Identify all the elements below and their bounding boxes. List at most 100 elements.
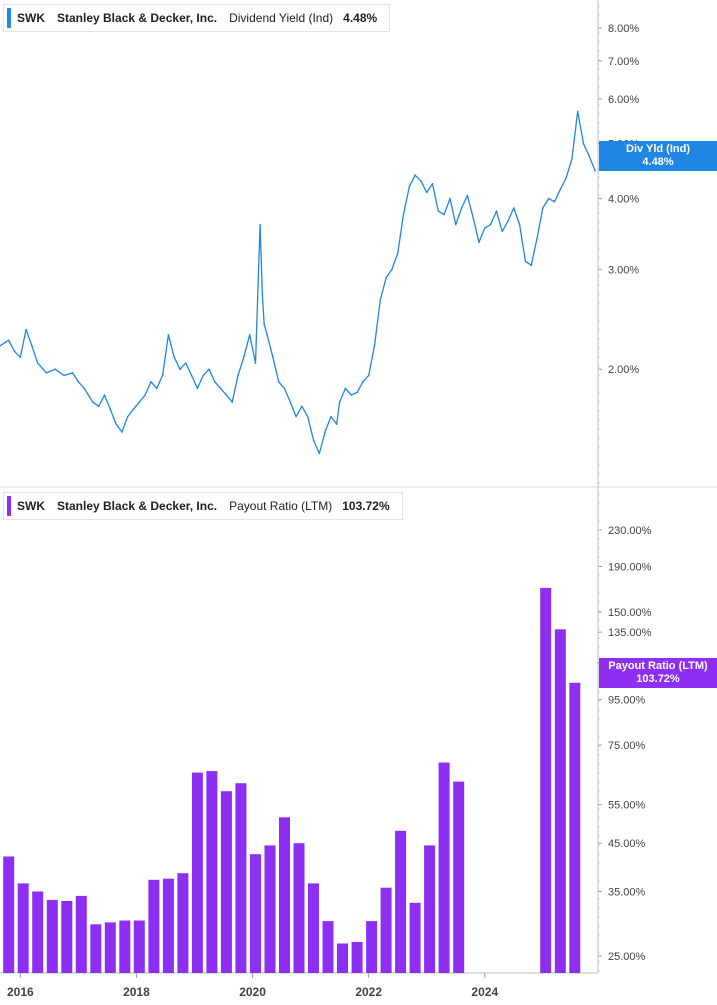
yield-point	[582, 142, 585, 145]
yield-point	[335, 423, 338, 425]
yield-point	[443, 213, 445, 216]
payout-bar	[366, 921, 378, 973]
payout-bar	[32, 891, 44, 973]
yield-legend-ticker: SWK	[17, 11, 45, 25]
yield-point	[138, 401, 141, 403]
yield-y-tick-label: 2.00%	[608, 364, 639, 376]
payout-y-tick-label: 45.00%	[608, 838, 646, 850]
yield-y-tick-label: 8.00%	[608, 23, 639, 35]
payout-y-tick-label: 190.00%	[608, 562, 652, 574]
yield-point	[466, 194, 469, 197]
payout-bar	[438, 762, 450, 973]
yield-point	[31, 344, 33, 347]
yield-point	[571, 158, 573, 160]
yield-point	[243, 356, 245, 359]
yield-point	[396, 252, 399, 255]
payout-legend-value: 103.72%	[342, 499, 390, 513]
yield-point	[121, 431, 123, 433]
yield-point	[530, 264, 533, 267]
yield-point	[259, 223, 261, 226]
payout-bar	[191, 772, 203, 973]
yield-point	[449, 197, 451, 200]
yield-point	[214, 381, 216, 383]
payout-bar	[75, 895, 87, 973]
payout-legend-metric: Payout Ratio (LTM)	[229, 499, 333, 513]
yield-point	[344, 387, 347, 390]
yield-point	[45, 372, 48, 374]
payout-bar	[90, 924, 102, 973]
payout-legend-swatch	[7, 496, 11, 516]
yield-point	[277, 381, 280, 383]
yield-y-tick-label: 4.00%	[608, 194, 639, 206]
yield-point	[261, 294, 264, 297]
yield-point	[431, 182, 434, 185]
x-tick-label: 2020	[239, 985, 266, 999]
yield-point	[495, 210, 498, 213]
yield-value-tag: Div Yld (Ind) 4.48%	[599, 141, 717, 171]
yield-point	[103, 394, 106, 396]
payout-legend-company: Stanley Black & Decker, Inc.	[57, 499, 218, 513]
yield-point	[454, 223, 457, 226]
yield-point	[306, 415, 309, 418]
payout-value-tag: Payout Ratio (LTM) 103.72%	[599, 658, 717, 688]
payout-bar	[119, 920, 131, 973]
yield-point	[7, 339, 10, 342]
yield-point	[507, 220, 509, 222]
payout-bar	[104, 922, 116, 973]
payout-bar	[235, 783, 247, 973]
yield-y-tick-label: 6.00%	[608, 94, 639, 106]
yield-point	[13, 350, 16, 353]
payout-bar	[395, 830, 407, 973]
yield-point	[338, 401, 341, 403]
x-tick-label: 2022	[355, 985, 382, 999]
yield-legend: SWK Stanley Black & Decker, Inc. Dividen…	[3, 4, 391, 32]
payout-tag-label: Payout Ratio (LTM)	[608, 660, 708, 672]
payout-bar	[409, 902, 421, 973]
yield-point	[594, 169, 596, 172]
payout-y-tick-label: 150.00%	[608, 607, 652, 619]
yield-point	[196, 387, 199, 390]
yield-point	[237, 374, 239, 377]
yield-point	[71, 372, 74, 374]
yield-point	[373, 344, 376, 347]
yield-point	[208, 368, 210, 371]
yield-point	[565, 177, 567, 179]
yield-point	[132, 408, 135, 411]
payout-y-tick-label: 95.00%	[608, 695, 646, 707]
yield-point	[367, 374, 370, 377]
yield-point	[115, 423, 117, 425]
yield-point	[414, 174, 416, 176]
x-tick-label: 2018	[123, 985, 150, 999]
payout-tag-value: 103.72%	[636, 673, 680, 685]
yield-point	[36, 362, 39, 364]
yield-point	[588, 155, 591, 158]
yield-point	[542, 207, 544, 209]
yield-point	[231, 401, 234, 403]
yield-point	[318, 452, 321, 455]
yield-point	[295, 415, 297, 418]
payout-bar	[17, 883, 29, 973]
payout-legend-ticker: SWK	[17, 499, 45, 513]
yield-legend-swatch	[7, 8, 11, 28]
yield-point	[524, 260, 527, 263]
payout-bar	[293, 843, 305, 973]
payout-bar	[569, 682, 581, 973]
yield-point	[289, 401, 292, 403]
yield-point	[184, 362, 187, 364]
yield-point	[19, 356, 22, 359]
payout-bar	[380, 887, 392, 973]
yield-point	[489, 223, 492, 226]
x-tick-label: 2024	[471, 985, 498, 999]
yield-point	[379, 299, 382, 301]
yield-point	[150, 381, 152, 383]
yield-point	[161, 374, 164, 377]
yield-point	[97, 405, 100, 408]
yield-tag-value: 4.48%	[642, 156, 674, 168]
yield-point	[248, 334, 251, 336]
yield-point	[350, 394, 353, 396]
yield-point	[324, 431, 326, 433]
yield-point	[362, 381, 364, 383]
yield-point	[266, 334, 268, 336]
payout-bar	[279, 817, 290, 973]
yield-point	[167, 334, 170, 336]
